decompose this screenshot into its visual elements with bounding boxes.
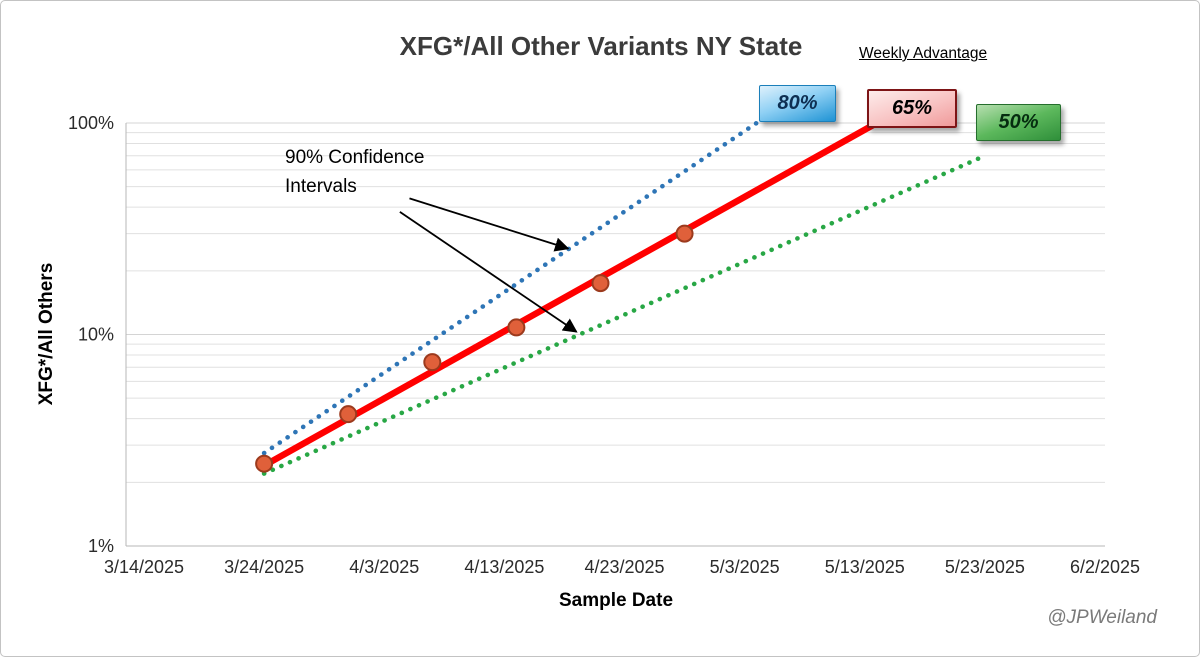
y-tick-label: 10% bbox=[78, 325, 114, 345]
annotation-arrow bbox=[409, 197, 570, 252]
weekly-advantage-label: Weekly Advantage bbox=[859, 45, 988, 62]
badge-50pct: 50% bbox=[976, 104, 1061, 141]
data-point bbox=[591, 274, 610, 293]
annotation-arrow bbox=[399, 211, 578, 333]
data-point bbox=[339, 405, 358, 424]
badge-80pct: 80% bbox=[759, 85, 836, 122]
x-tick-label: 4/23/2025 bbox=[584, 557, 664, 577]
x-tick-label: 4/3/2025 bbox=[349, 557, 419, 577]
data-point bbox=[255, 454, 274, 473]
ci-annotation-line2: Intervals bbox=[285, 176, 357, 198]
x-tick-label: 3/24/2025 bbox=[224, 557, 304, 577]
series-trend-fit bbox=[260, 119, 881, 469]
y-axis-title: XFG*/All Others bbox=[36, 262, 57, 406]
x-tick-label: 5/23/2025 bbox=[945, 557, 1025, 577]
ci-annotation: 90% Confidence Intervals bbox=[285, 143, 424, 202]
watermark: @JPWeiland bbox=[1047, 607, 1157, 628]
x-tick-label: 6/2/2025 bbox=[1070, 557, 1140, 577]
data-point bbox=[675, 224, 694, 243]
x-axis-title: Sample Date bbox=[558, 590, 674, 611]
badge-65pct: 65% bbox=[867, 89, 957, 128]
data-point bbox=[423, 353, 442, 372]
ci-annotation-line1: 90% Confidence bbox=[285, 147, 425, 168]
x-tick-label: 4/13/2025 bbox=[464, 557, 544, 577]
data-point bbox=[507, 318, 526, 337]
x-tick-label: 3/14/2025 bbox=[104, 557, 184, 577]
series-lower-90ci bbox=[261, 153, 988, 476]
y-tick-label: 1% bbox=[88, 536, 114, 556]
y-tick-label: 100% bbox=[68, 113, 114, 133]
chart-title: XFG*/All Other Variants NY State bbox=[399, 31, 803, 61]
x-tick-label: 5/13/2025 bbox=[825, 557, 905, 577]
x-tick-label: 5/3/2025 bbox=[710, 557, 780, 577]
